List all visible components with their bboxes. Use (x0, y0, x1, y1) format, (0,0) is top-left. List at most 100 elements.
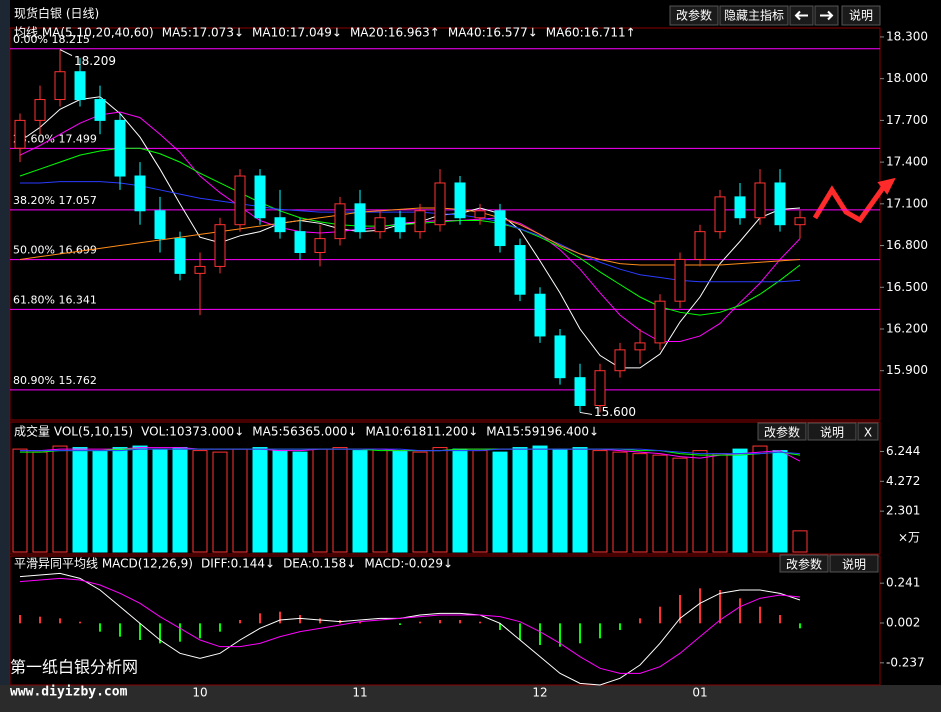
volume-bar (212, 451, 228, 553)
arrow-left (794, 10, 808, 21)
indicator-line (20, 181, 801, 283)
candle-body (34, 99, 46, 121)
candle-body (234, 175, 246, 226)
x-tick-label: 10 (192, 686, 207, 700)
candle-body (354, 203, 366, 233)
button[interactable] (757, 422, 807, 441)
arrow-head (877, 177, 896, 195)
volume-bar (452, 448, 468, 553)
volume-bar (392, 450, 408, 553)
legend-label: 成交量 VOL(5,10,15) (14, 424, 133, 439)
volume-bar (472, 450, 488, 553)
volume-bar (152, 448, 168, 553)
chart-title: 现货白银 (日线) (14, 6, 99, 21)
y-tick-label: 18.300 (886, 29, 928, 43)
button[interactable] (807, 422, 857, 441)
high-pointer (59, 49, 73, 57)
legend-label: MA40:16.577↓ (448, 26, 538, 40)
y-tick-label: 6.244 (886, 444, 920, 458)
volume-bar (792, 530, 808, 553)
candle-body (174, 238, 186, 274)
legend-label: MA10:61811.200↓ (365, 425, 478, 439)
volume-bar (592, 450, 608, 553)
indicator-line (19, 572, 801, 686)
volume-bar (732, 448, 748, 553)
button-label[interactable]: X (864, 426, 872, 440)
legend-label: MA60:16.711↑ (546, 26, 636, 40)
legend-label: 均线 MA(5,10,20,40,60) (14, 26, 154, 40)
legend-label: MA20:16.963↑ (350, 26, 440, 40)
fib-label: 23.60% 17.499 (13, 132, 97, 145)
candle-body (334, 203, 346, 240)
candle-body (294, 231, 306, 254)
candle-body (674, 258, 686, 302)
volume-bar (32, 451, 48, 553)
legend-label: MA15:59196.400↓ (486, 425, 599, 439)
fib-label: 61.80% 16.341 (13, 293, 97, 306)
fib-label: 50.00% 16.699 (13, 244, 97, 257)
button[interactable] (669, 5, 719, 26)
volume-bar (532, 445, 548, 553)
button[interactable] (841, 5, 881, 26)
candle-body (694, 231, 706, 260)
price-panel (9, 27, 881, 421)
button[interactable] (857, 422, 879, 441)
candle-body (574, 377, 586, 406)
candle-body (494, 210, 506, 247)
y-tick-label: 17.700 (886, 113, 928, 127)
button-label[interactable]: 改参数 (786, 557, 822, 572)
candle-body (754, 182, 766, 219)
button[interactable] (719, 5, 789, 26)
candle-body (74, 71, 86, 101)
candle-body (94, 99, 106, 121)
volume-bar (652, 454, 668, 553)
candle-body (54, 71, 66, 101)
candle-body (254, 175, 266, 219)
button-label[interactable]: 说明 (820, 425, 844, 440)
volume-panel (9, 421, 881, 555)
legend-label: MA5:17.073↓ (162, 26, 244, 40)
candle-body (314, 238, 326, 254)
y-tick-label: 18.000 (886, 71, 928, 85)
candle-body (114, 119, 126, 177)
volume-bar (232, 448, 248, 553)
volume-bar (72, 447, 88, 553)
low-pointer (579, 411, 593, 415)
volume-bar (92, 450, 108, 553)
button[interactable] (779, 554, 829, 573)
volume-bar (372, 448, 388, 553)
legend-label: MA5:56365.000↓ (252, 425, 357, 439)
button-label[interactable]: 改参数 (676, 8, 712, 23)
indicator-line (19, 96, 801, 369)
candle-body (454, 182, 466, 219)
volume-bar (752, 445, 768, 553)
button-label[interactable]: 说明 (842, 557, 866, 572)
volume-bar (672, 457, 688, 553)
fib-label: 0.00% 18.215 (13, 33, 90, 46)
volume-bar (292, 451, 308, 553)
y-tick-label: 17.100 (886, 196, 928, 210)
unit-label: ×万 (898, 531, 920, 545)
candle-body (214, 224, 226, 267)
button-label[interactable]: 改参数 (764, 425, 800, 440)
y-tick-label: 0.241 (886, 576, 920, 590)
button-label[interactable]: 隐藏主指标 (724, 8, 784, 23)
button-label[interactable]: 说明 (849, 8, 873, 23)
volume-bar (432, 447, 448, 553)
watermark: 第一纸白银分析网 (10, 658, 138, 677)
legend-label: MA10:17.049↓ (252, 26, 342, 40)
indicator-line (19, 207, 801, 266)
y-tick-label: 16.800 (886, 238, 928, 252)
candle-body (194, 265, 206, 274)
watermark-url: www.diyizby.com (10, 685, 128, 700)
candle-body (14, 119, 26, 149)
volume-bar (712, 453, 728, 553)
volume-bar (312, 448, 328, 553)
fib-label: 38.20% 17.057 (13, 194, 97, 207)
button[interactable] (829, 554, 879, 573)
candle-body (514, 245, 526, 295)
candle-body (374, 217, 386, 233)
candle-body (594, 370, 606, 406)
y-tick-label: -0.237 (886, 655, 925, 669)
